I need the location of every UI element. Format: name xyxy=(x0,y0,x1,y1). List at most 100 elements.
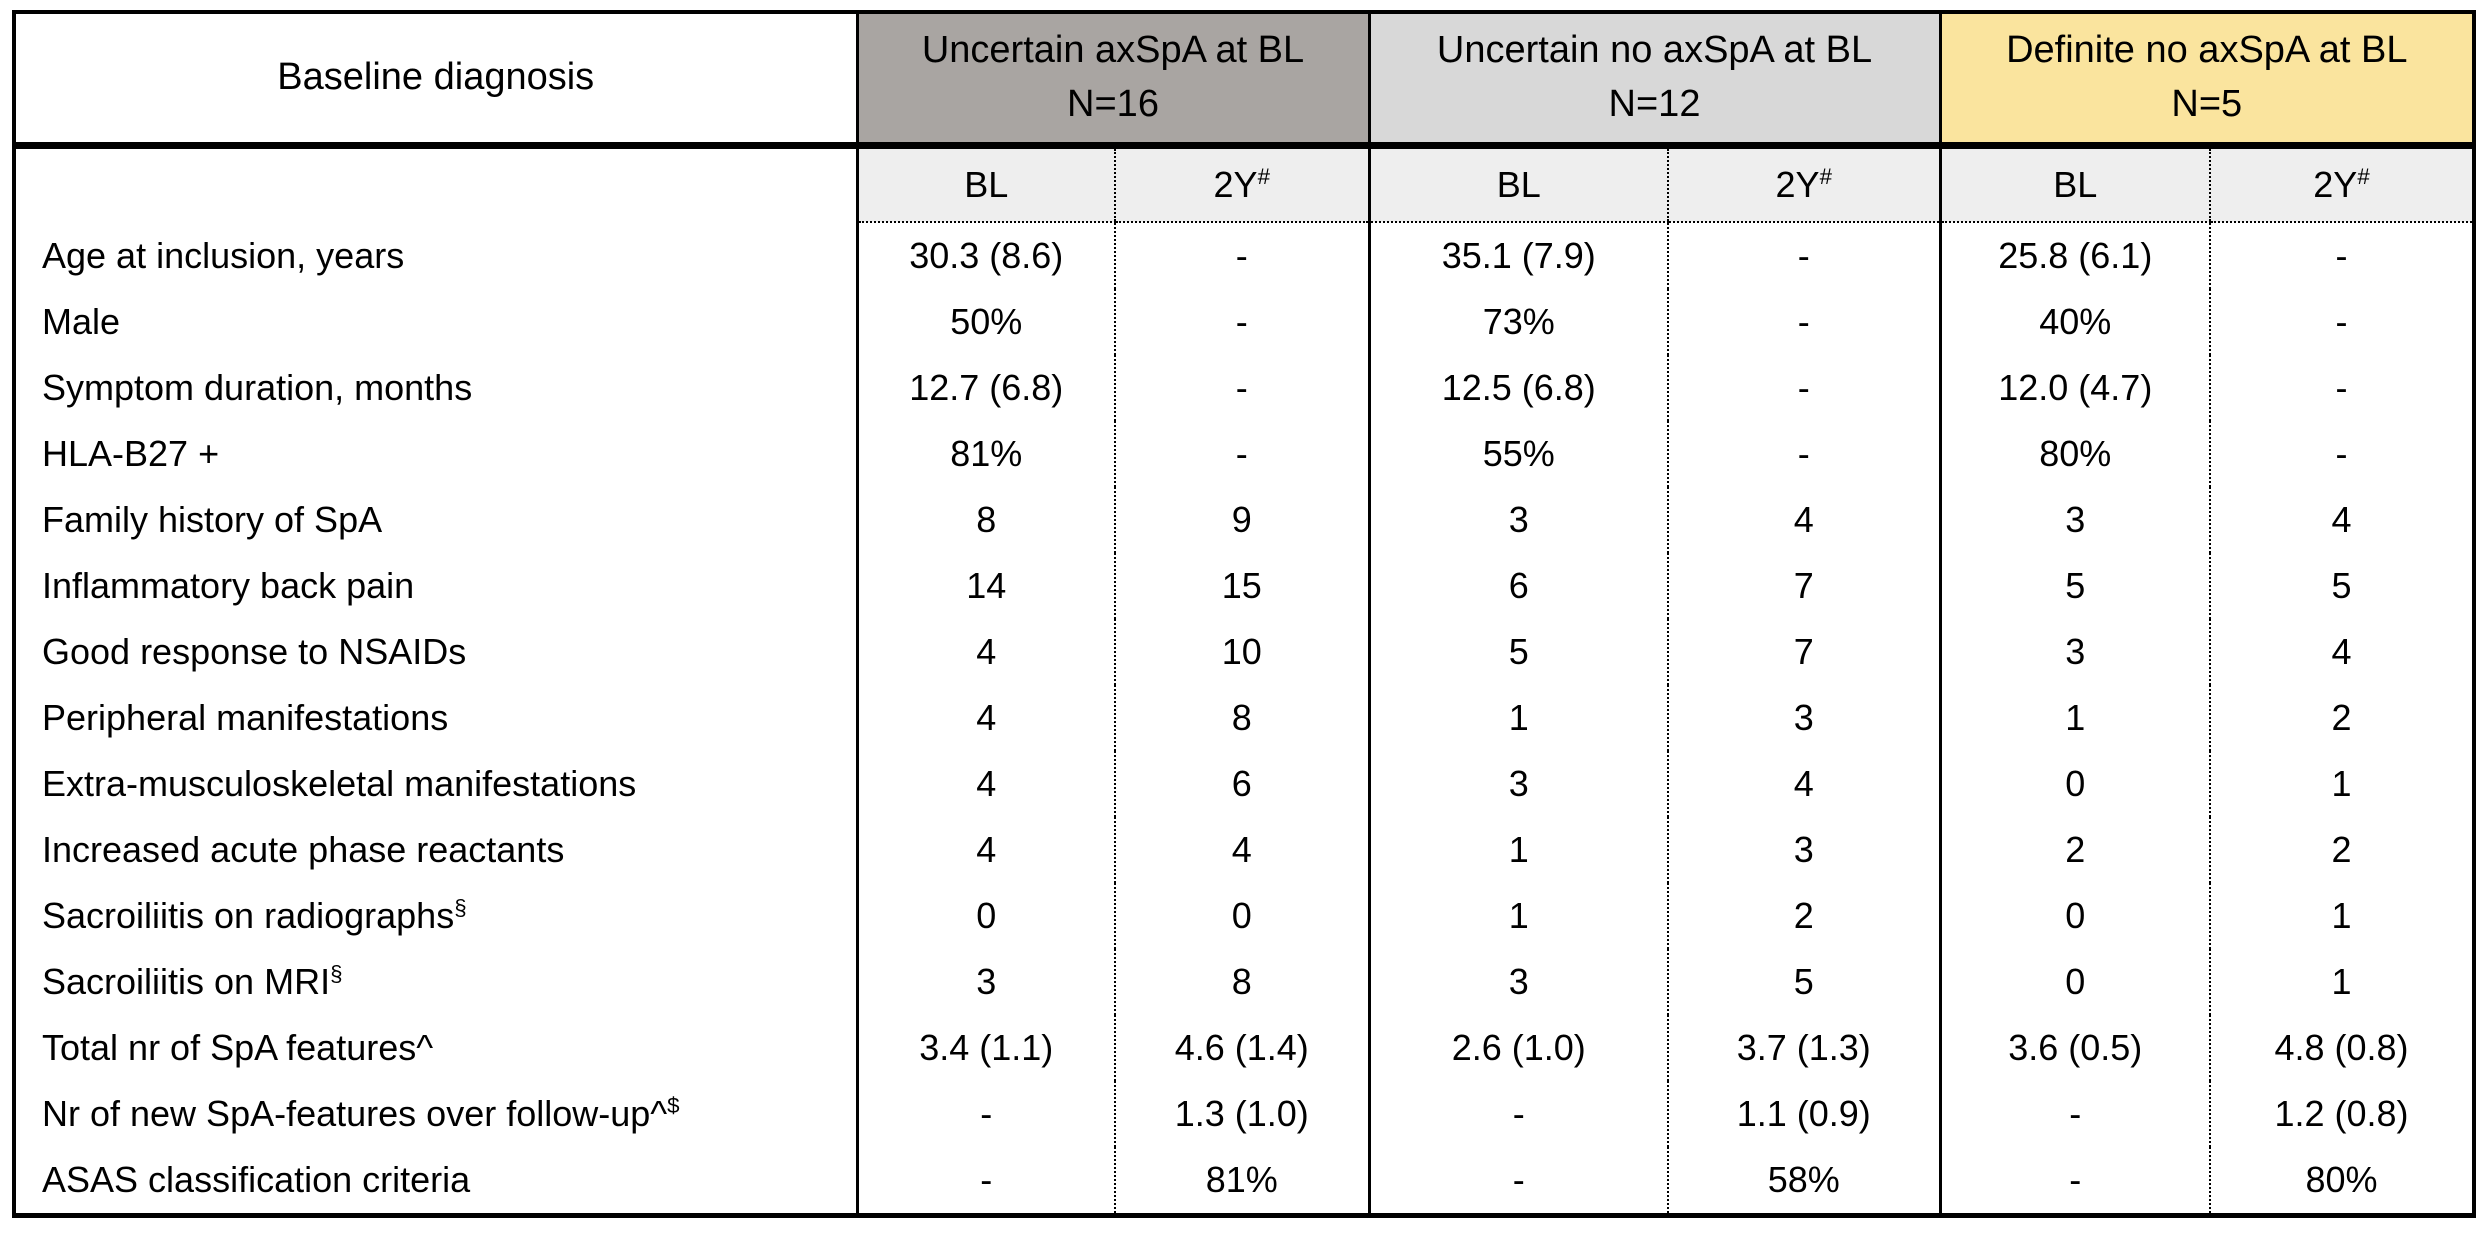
cell: 4 xyxy=(2209,619,2475,685)
cell: 0 xyxy=(855,883,1115,949)
cell: 4 xyxy=(855,817,1115,883)
table-row: HLA-B27 + 81% - 55% - 80% - xyxy=(14,421,2475,487)
subheader-blank xyxy=(14,145,857,222)
baseline-characteristics-table: Baseline diagnosis Uncertain axSpA at BL… xyxy=(12,10,2477,1218)
table-row: Sacroiliitis on radiographs§ 0 0 1 2 0 1 xyxy=(14,883,2475,949)
subheader-bl: BL xyxy=(855,145,1115,223)
cell: 15 xyxy=(1114,553,1369,619)
row-label: Inflammatory back pain xyxy=(14,553,857,619)
cell: 1.3 (1.0) xyxy=(1114,1081,1369,1147)
cell: - xyxy=(1938,1147,2211,1216)
table-row: ASAS classification criteria - 81% - 58%… xyxy=(14,1147,2475,1216)
table-row: Good response to NSAIDs 4 10 5 7 3 4 xyxy=(14,619,2475,685)
group-title: Uncertain axSpA at BL xyxy=(921,29,1305,72)
cell: 7 xyxy=(1666,619,1941,685)
subheader-bl: BL xyxy=(1938,145,2211,223)
table-row: Family history of SpA 8 9 3 4 3 4 xyxy=(14,487,2475,553)
cell: 3 xyxy=(1367,949,1668,1015)
cell: 1 xyxy=(1367,685,1668,751)
row-label: Peripheral manifestations xyxy=(14,685,857,751)
cell: 1 xyxy=(1938,685,2211,751)
cell: 3 xyxy=(1367,751,1668,817)
cell: 2.6 (1.0) xyxy=(1367,1015,1668,1081)
table-row: Sacroiliitis on MRI§ 3 8 3 5 0 1 xyxy=(14,949,2475,1015)
cell: 14 xyxy=(855,553,1115,619)
cell: - xyxy=(1666,289,1941,355)
cell: 73% xyxy=(1367,289,1668,355)
cell: 0 xyxy=(1114,883,1369,949)
subheader-2y: 2Y# xyxy=(1666,145,1941,223)
cell: - xyxy=(1114,222,1369,289)
cell: 3 xyxy=(1367,487,1668,553)
cell: - xyxy=(2209,421,2475,487)
cell: 8 xyxy=(1114,685,1369,751)
row-label: Symptom duration, months xyxy=(14,355,857,421)
table-row: Increased acute phase reactants 4 4 1 3 … xyxy=(14,817,2475,883)
cell: 40% xyxy=(1938,289,2211,355)
corner-header: Baseline diagnosis xyxy=(14,12,857,149)
group-n: N=16 xyxy=(1067,83,1159,125)
cell: 3.4 (1.1) xyxy=(855,1015,1115,1081)
cell: 2 xyxy=(1938,817,2211,883)
cell: 30.3 (8.6) xyxy=(855,222,1115,289)
cell: 5 xyxy=(2209,553,2475,619)
group-header-uncertain-axspa: Uncertain axSpA at BL N=16 xyxy=(855,12,1369,149)
table-row: Total nr of SpA features^ 3.4 (1.1) 4.6 … xyxy=(14,1015,2475,1081)
row-label: Sacroiliitis on radiographs§ xyxy=(14,883,857,949)
table-row: Nr of new SpA-features over follow-up^$ … xyxy=(14,1081,2475,1147)
cell: 4 xyxy=(855,751,1115,817)
cell: 9 xyxy=(1114,487,1369,553)
cell: 3.6 (0.5) xyxy=(1938,1015,2211,1081)
cell: 2 xyxy=(2209,817,2475,883)
row-label: Increased acute phase reactants xyxy=(14,817,857,883)
cell: 1 xyxy=(1367,817,1668,883)
subheader-row: BL 2Y# BL 2Y# BL 2Y# xyxy=(14,145,2475,223)
row-label: Nr of new SpA-features over follow-up^$ xyxy=(14,1081,857,1147)
cell: 81% xyxy=(855,421,1115,487)
row-label: Family history of SpA xyxy=(14,487,857,553)
cell: - xyxy=(855,1081,1115,1147)
cell: 8 xyxy=(1114,949,1369,1015)
group-header-uncertain-no-axspa: Uncertain no axSpA at BL N=12 xyxy=(1367,12,1941,149)
cell: - xyxy=(1114,289,1369,355)
cell: 58% xyxy=(1666,1147,1941,1216)
group-header-row: Baseline diagnosis Uncertain axSpA at BL… xyxy=(14,12,2475,149)
cell: 8 xyxy=(855,487,1115,553)
cell: 1.2 (0.8) xyxy=(2209,1081,2475,1147)
cell: - xyxy=(1666,421,1941,487)
cell: 3 xyxy=(855,949,1115,1015)
cell: 7 xyxy=(1666,553,1941,619)
cell: 1 xyxy=(2209,949,2475,1015)
cell: - xyxy=(1938,1081,2211,1147)
table-row: Age at inclusion, years 30.3 (8.6) - 35.… xyxy=(14,222,2475,289)
cell: 10 xyxy=(1114,619,1369,685)
table-row: Extra-musculoskeletal manifestations 4 6… xyxy=(14,751,2475,817)
cell: 3 xyxy=(1938,487,2211,553)
cell: 1 xyxy=(2209,751,2475,817)
table-row: Peripheral manifestations 4 8 1 3 1 2 xyxy=(14,685,2475,751)
cell: - xyxy=(1666,355,1941,421)
cell: 0 xyxy=(1938,883,2211,949)
cell: 3.7 (1.3) xyxy=(1666,1015,1941,1081)
table-row: Symptom duration, months 12.7 (6.8) - 12… xyxy=(14,355,2475,421)
cell: - xyxy=(855,1147,1115,1216)
subheader-bl: BL xyxy=(1367,145,1668,223)
subheader-2y: 2Y# xyxy=(2209,145,2475,223)
cell: - xyxy=(2209,355,2475,421)
row-label: Male xyxy=(14,289,857,355)
cell: 80% xyxy=(2209,1147,2475,1216)
row-label: Total nr of SpA features^ xyxy=(14,1015,857,1081)
cell: 25.8 (6.1) xyxy=(1938,222,2211,289)
subheader-2y: 2Y# xyxy=(1114,145,1369,223)
cell: 4 xyxy=(855,685,1115,751)
cell: 1 xyxy=(2209,883,2475,949)
cell: 3 xyxy=(1666,817,1941,883)
group-title: Uncertain no axSpA at BL xyxy=(1436,29,1873,72)
cell: 4 xyxy=(855,619,1115,685)
cell: 55% xyxy=(1367,421,1668,487)
row-label: HLA-B27 + xyxy=(14,421,857,487)
cell: 81% xyxy=(1114,1147,1369,1216)
table-row: Inflammatory back pain 14 15 6 7 5 5 xyxy=(14,553,2475,619)
cell: 2 xyxy=(1666,883,1941,949)
